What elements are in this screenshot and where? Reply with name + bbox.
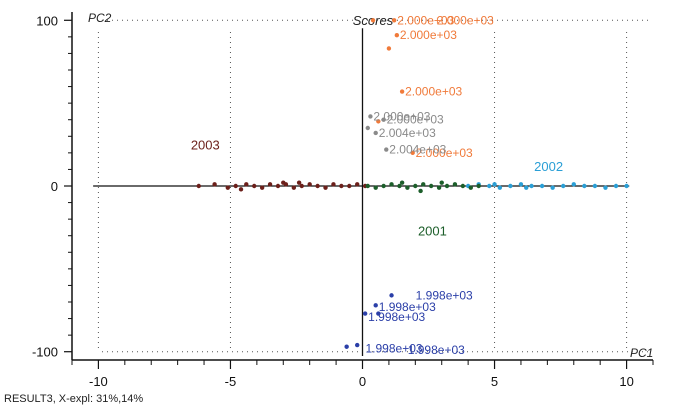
- point-0-5: [252, 184, 256, 188]
- point-2-5: [405, 185, 409, 189]
- point-4-2: [374, 131, 378, 135]
- x-tick-label: -5: [225, 374, 237, 389]
- point-2-8: [429, 184, 433, 188]
- series-label-0: 2003: [191, 138, 220, 153]
- point-2-1: [374, 185, 378, 189]
- point-0-4: [244, 182, 248, 186]
- point-0-3: [234, 184, 238, 188]
- point-1-8: [550, 185, 554, 189]
- point-1-4: [508, 184, 512, 188]
- x-tick-label: 10: [619, 374, 633, 389]
- point-3-5: [371, 18, 375, 22]
- x-tick-label: -10: [89, 374, 108, 389]
- point-1-17: [524, 185, 528, 189]
- point-2-10: [445, 184, 449, 188]
- point-0-18: [355, 182, 359, 186]
- point-1-7: [540, 184, 544, 188]
- point-3-6: [387, 46, 391, 50]
- point-2-11: [453, 182, 457, 186]
- point-label-4-1: 2.000e+03: [387, 113, 444, 127]
- point-0-0: [197, 184, 201, 188]
- point-2-0: [366, 184, 370, 188]
- point-1-5: [519, 182, 523, 186]
- point-3-1: [395, 33, 399, 37]
- point-label-5-4: 1.998e+03: [408, 343, 465, 357]
- point-1-12: [593, 184, 597, 188]
- point-0-7: [268, 182, 272, 186]
- point-1-2: [487, 184, 491, 188]
- point-label-3-1: 2.000e+03: [437, 13, 494, 27]
- series-label-2: 2001: [418, 224, 447, 239]
- point-4-4: [366, 126, 370, 130]
- point-1-6: [529, 184, 533, 188]
- point-0-8: [276, 184, 280, 188]
- point-2-9: [437, 185, 441, 189]
- y-tick-label: 0: [51, 179, 58, 194]
- point-2-7: [421, 182, 425, 186]
- point-1-3: [498, 185, 502, 189]
- point-5-3: [344, 345, 348, 349]
- point-2-13: [469, 185, 473, 189]
- point-label-4-2: 2.004e+03: [379, 126, 436, 140]
- point-0-13: [315, 184, 319, 188]
- x-tick-label: 0: [359, 374, 366, 389]
- point-1-9: [561, 184, 565, 188]
- point-2-6: [413, 184, 417, 188]
- point-2-3: [389, 182, 393, 186]
- x-axis-label: PC1: [630, 346, 653, 360]
- y-axis-label: PC2: [88, 11, 112, 25]
- point-4-0: [368, 114, 372, 118]
- point-label-4-3: 2.004e+03: [389, 143, 446, 157]
- point-1-11: [582, 184, 586, 188]
- point-5-2: [363, 311, 367, 315]
- point-0-16: [339, 184, 343, 188]
- point-2-2: [381, 184, 385, 188]
- point-1-14: [614, 184, 618, 188]
- point-0-1: [212, 182, 216, 186]
- y-tick-label: -100: [32, 345, 58, 360]
- point-1-13: [603, 185, 607, 189]
- point-5-1: [374, 303, 378, 307]
- point-0-12: [307, 182, 311, 186]
- point-0-2: [226, 185, 230, 189]
- point-0-20: [281, 180, 285, 184]
- point-2-14: [477, 184, 481, 188]
- point-1-10: [572, 182, 576, 186]
- point-2-12: [461, 184, 465, 188]
- point-0-6: [260, 185, 264, 189]
- point-0-22: [297, 180, 301, 184]
- point-label-5-2: 1.998e+03: [368, 310, 425, 324]
- point-label-3-2: 2.000e+03: [400, 28, 457, 42]
- point-0-10: [292, 185, 296, 189]
- point-0-15: [331, 182, 335, 186]
- series-label-1: 2002: [534, 159, 563, 174]
- point-1-15: [624, 184, 628, 188]
- point-3-0: [392, 18, 396, 22]
- point-5-4: [355, 343, 359, 347]
- point-0-17: [347, 184, 351, 188]
- point-0-21: [239, 187, 243, 191]
- point-5-0: [389, 293, 393, 297]
- point-3-2: [400, 89, 404, 93]
- point-1-16: [492, 182, 496, 186]
- point-4-3: [384, 147, 388, 151]
- point-label-3-3: 2.000e+03: [405, 85, 462, 99]
- y-tick-label: 100: [36, 13, 58, 28]
- point-0-14: [323, 185, 327, 189]
- result-caption: RESULT3, X-expl: 31%,14%: [4, 393, 143, 405]
- point-2-16: [440, 180, 444, 184]
- point-2-17: [400, 180, 404, 184]
- point-2-15: [418, 189, 422, 193]
- x-tick-label: 5: [491, 374, 498, 389]
